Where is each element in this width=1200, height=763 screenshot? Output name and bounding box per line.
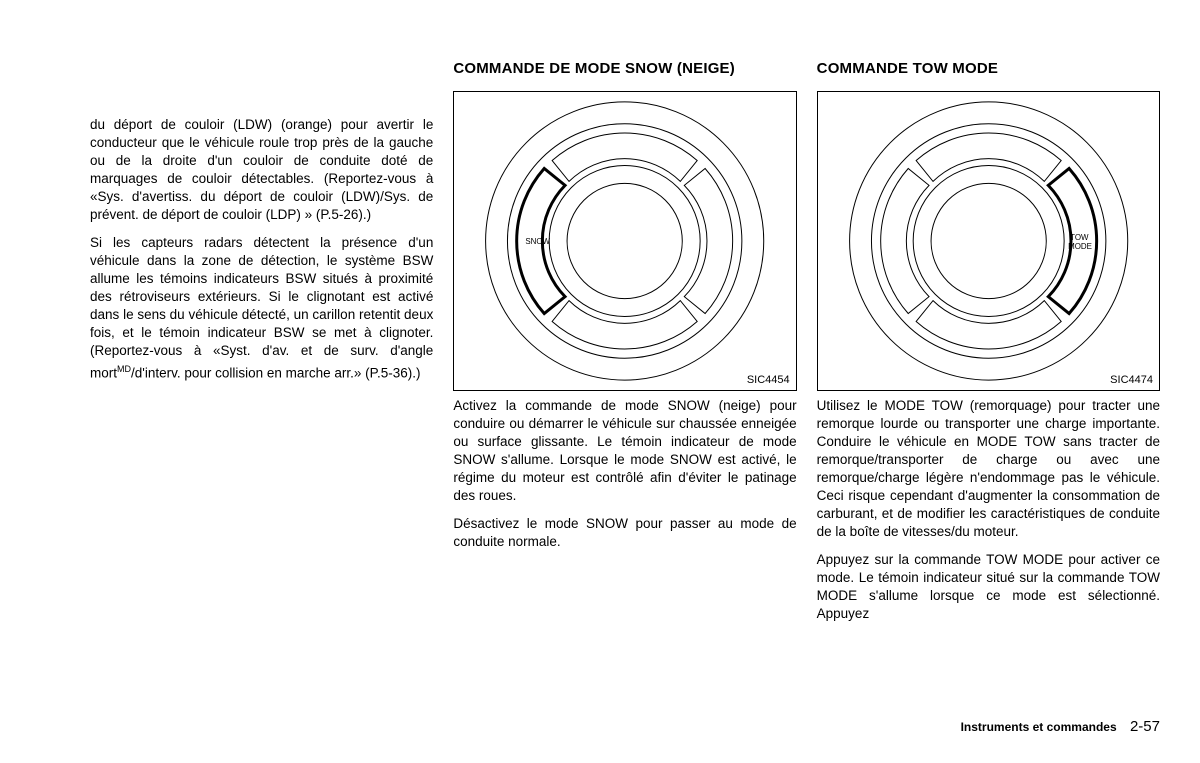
paragraph: Utilisez le MODE TOW (remorquage) pour t… — [817, 397, 1160, 541]
column-1: du déport de couloir (LDW) (orange) pour… — [90, 60, 433, 733]
text-run: /d'interv. pour collision en marche arr.… — [131, 366, 420, 381]
section-heading: COMMANDE TOW MODE — [817, 60, 1160, 77]
dial-label-tow2: MODE — [1068, 242, 1092, 251]
section-heading: COMMANDE DE MODE SNOW (NEIGE) — [453, 60, 796, 77]
figure-code: SIC4454 — [747, 374, 790, 386]
paragraph: Si les capteurs radars détectent la prés… — [90, 234, 433, 383]
dial-svg: TOW MODE — [818, 92, 1159, 390]
text-run: Si les capteurs radars détectent la prés… — [90, 235, 433, 381]
page-footer: Instruments et commandes 2-57 — [961, 718, 1160, 735]
paragraph: Appuyez sur la commande TOW MODE pour ac… — [817, 551, 1160, 623]
column-2: COMMANDE DE MODE SNOW (NEIGE) SNOW SIC44… — [453, 60, 796, 733]
paragraph: du déport de couloir (LDW) (orange) pour… — [90, 60, 433, 224]
dial-label-snow: SNOW — [526, 237, 551, 246]
paragraph: Activez la commande de mode SNOW (neige)… — [453, 397, 796, 505]
footer-page-number: 2-57 — [1130, 718, 1160, 735]
superscript: MD — [117, 364, 131, 374]
figure-snow-dial: SNOW SIC4454 — [453, 91, 796, 391]
dial-label-tow1: TOW — [1070, 233, 1089, 242]
column-3: COMMANDE TOW MODE TOW MODE SIC4474 Utili… — [817, 60, 1160, 733]
footer-section: Instruments et commandes — [961, 720, 1117, 734]
manual-page: du déport de couloir (LDW) (orange) pour… — [0, 0, 1200, 763]
paragraph: Désactivez le mode SNOW pour passer au m… — [453, 515, 796, 551]
figure-tow-dial: TOW MODE SIC4474 — [817, 91, 1160, 391]
figure-code: SIC4474 — [1110, 374, 1153, 386]
dial-svg: SNOW — [454, 92, 795, 390]
